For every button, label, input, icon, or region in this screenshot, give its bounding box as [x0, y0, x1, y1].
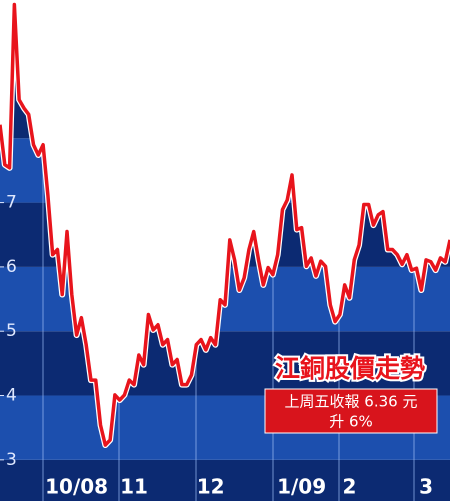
band	[0, 331, 450, 396]
band	[0, 459, 450, 501]
month-divider	[42, 4, 44, 501]
annotation-line: 上周五收報 6.36 元	[285, 393, 418, 411]
month-divider	[118, 4, 120, 501]
x-tick-label: 2	[343, 475, 357, 499]
y-tick-label: 3	[6, 450, 17, 470]
x-tick-label: 11	[120, 475, 148, 499]
band	[0, 4, 450, 10]
annotation-line: 升 6%	[329, 413, 373, 431]
x-tick-label: 1/09	[277, 475, 326, 499]
y-tick-label: 7	[6, 193, 17, 213]
x-tick-label: 12	[197, 475, 225, 499]
y-tick-label: 5	[6, 321, 17, 341]
x-tick-label: 3	[419, 475, 433, 499]
y-tick-label: 6	[6, 257, 17, 277]
price-line	[0, 2, 450, 447]
annotation-box	[264, 388, 438, 434]
x-tick-label: 10/08	[45, 475, 108, 499]
band	[0, 9, 450, 74]
band	[0, 138, 450, 203]
month-divider	[195, 4, 197, 501]
y-tick-label: 4	[6, 386, 17, 406]
band	[0, 73, 450, 139]
annotation-title: 江銅股價走勢	[275, 354, 425, 383]
